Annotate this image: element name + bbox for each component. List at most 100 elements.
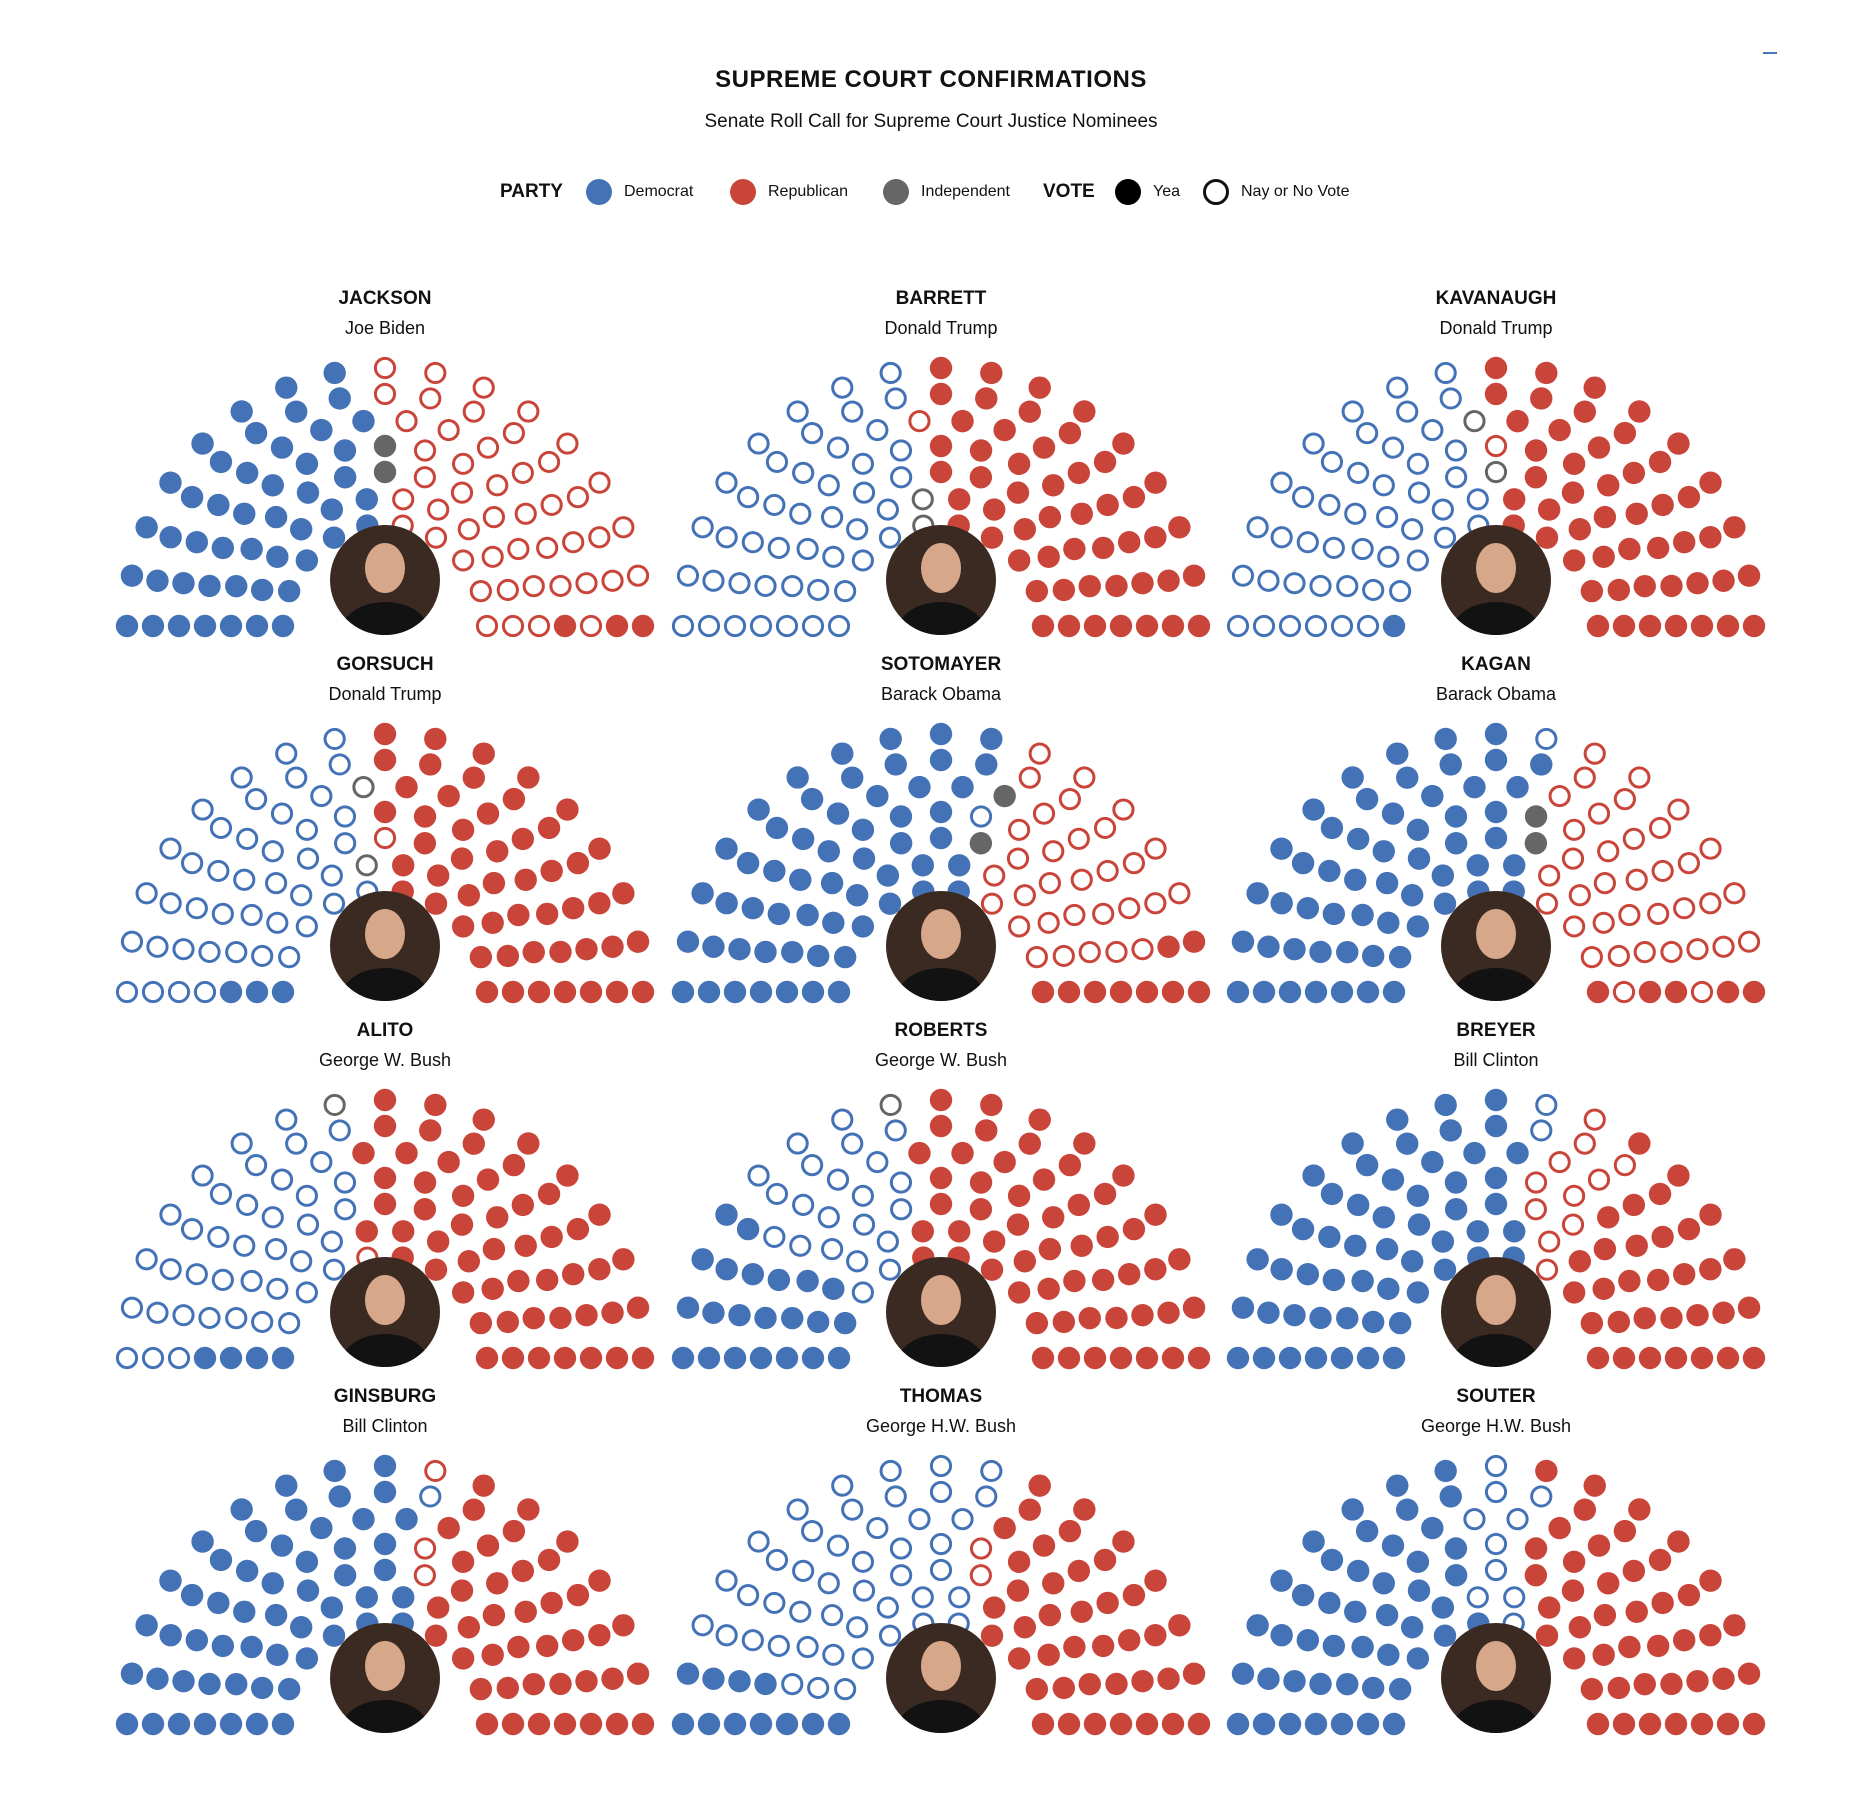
seat-republican-yea [1618, 1635, 1641, 1659]
seat-democrat-yea [1336, 1306, 1359, 1330]
seat-republican-nay [1092, 902, 1115, 925]
seat-democrat-yea [806, 1310, 830, 1334]
seat-democrat-nay [1431, 498, 1454, 521]
seat-republican-yea [1096, 1225, 1119, 1249]
seat-republican-nay [1078, 941, 1101, 964]
seat-republican-yea [537, 1548, 561, 1572]
seat-democrat-nay [1396, 400, 1419, 423]
seat-democrat-nay [261, 1206, 284, 1229]
seat-democrat-yea [1382, 1712, 1406, 1736]
seat-republican-yea [601, 1301, 624, 1324]
seat-democrat-nay [676, 564, 700, 587]
seat-democrat-yea [198, 574, 221, 598]
seat-democrat-yea [908, 775, 931, 799]
seat-republican-yea [522, 1306, 545, 1330]
seat-independent-yea [373, 434, 397, 458]
seat-democrat-yea [355, 488, 378, 511]
seat-republican-yea [982, 1596, 1006, 1619]
seat-democrat-yea [1322, 902, 1346, 926]
seat-democrat-nay [320, 864, 343, 887]
seat-republican-yea [1073, 400, 1096, 423]
seat-democrat-yea [827, 1346, 851, 1370]
seat-democrat-nay [1341, 400, 1364, 423]
seat-democrat-yea [1355, 1519, 1379, 1543]
seat-republican-nay [626, 564, 650, 587]
seat-republican-yea [1007, 549, 1031, 572]
seat-democrat-yea [1377, 911, 1400, 934]
seat-democrat-yea [295, 452, 319, 476]
seat-democrat-yea [852, 847, 876, 870]
seat-democrat-nay [866, 1150, 889, 1174]
seat-republican-yea [980, 1258, 1004, 1281]
seat-democrat-yea [1330, 1712, 1354, 1736]
seat-republican-yea [1031, 980, 1055, 1004]
seat-republican-yea [1568, 1250, 1592, 1273]
seat-republican-nay [1073, 766, 1096, 789]
seat-republican-yea [352, 1141, 375, 1165]
seat-democrat-yea [271, 1346, 295, 1370]
parliament-chart [671, 1088, 1211, 1370]
seat-republican-yea [1638, 980, 1662, 1004]
seat-democrat-yea [180, 485, 204, 509]
seat-democrat-nay [821, 1238, 844, 1261]
seat-democrat-nay [198, 1306, 221, 1330]
seat-democrat-yea [702, 1667, 725, 1690]
seat-democrat-yea [266, 1643, 289, 1666]
seat-democrat-yea [1434, 1459, 1457, 1483]
seat-independent-yea [373, 460, 397, 484]
seat-republican-yea [1096, 493, 1119, 517]
seat-democrat-nay [159, 837, 182, 860]
seat-republican-nay [969, 1537, 993, 1560]
legend-democrat: Democrat [586, 172, 693, 212]
seat-republican-yea [1723, 516, 1746, 539]
seat-democrat-nay [211, 1268, 234, 1291]
seat-democrat-nay [890, 1564, 913, 1587]
seat-democrat-nay [1535, 727, 1558, 751]
seat-republican-yea [507, 1269, 530, 1293]
seat-democrat-nay [796, 1635, 819, 1659]
seat-democrat-yea [275, 1474, 298, 1497]
seat-democrat-nay [207, 859, 230, 883]
seat-democrat-nay [1283, 572, 1306, 595]
seat-democrat-yea [1372, 840, 1395, 863]
seat-republican-yea [1597, 1572, 1620, 1595]
seat-republican-yea [1690, 614, 1714, 638]
seat-democrat-nay [1304, 614, 1328, 638]
seat-democrat-nay [767, 1634, 790, 1657]
seat-democrat-yea [775, 1346, 799, 1370]
seat-democrat-yea [180, 1583, 204, 1607]
seat-republican-nay [1587, 1168, 1611, 1191]
seat-democrat-yea [1302, 798, 1325, 821]
seat-republican-yea [1672, 1263, 1696, 1286]
seat-republican-yea [502, 787, 526, 811]
seat-democrat-yea [1344, 1234, 1367, 1257]
seat-republican-yea [1058, 421, 1082, 445]
seat-democrat-nay [691, 516, 714, 539]
seat-republican-nay [1122, 852, 1145, 875]
seat-democrat-yea [796, 903, 819, 927]
seat-democrat-yea [1246, 882, 1269, 905]
seat-democrat-yea [285, 1498, 308, 1521]
seat-democrat-yea [1344, 868, 1367, 891]
democrat-swatch-icon [586, 179, 612, 205]
seat-republican-yea [1633, 1672, 1656, 1696]
justice-panel-souter: SOUTER George H.W. Bush [1226, 1386, 1766, 1752]
seat-republican-yea [1144, 1258, 1167, 1281]
seat-democrat-yea [261, 1572, 284, 1595]
seat-democrat-yea [1318, 859, 1341, 883]
seat-republican-yea [612, 1614, 635, 1637]
seat-republican-yea [549, 1306, 572, 1330]
seat-democrat-nay [251, 944, 274, 968]
seat-democrat-yea [373, 1532, 397, 1556]
justice-panel-thomas: THOMAS George H.W. Bush [671, 1386, 1211, 1752]
seat-democrat-nay [969, 805, 993, 828]
seat-democrat-nay [1318, 493, 1341, 517]
seat-democrat-yea [1330, 1346, 1354, 1370]
seat-democrat-nay [1445, 466, 1468, 489]
seat-republican-nay [983, 864, 1006, 887]
justice-name: SOUTER [1456, 1386, 1536, 1407]
seat-democrat-nay [817, 474, 840, 497]
seat-republican-nay [1058, 788, 1081, 811]
seat-democrat-nay [929, 1454, 953, 1478]
seat-democrat-nay [951, 1508, 974, 1531]
